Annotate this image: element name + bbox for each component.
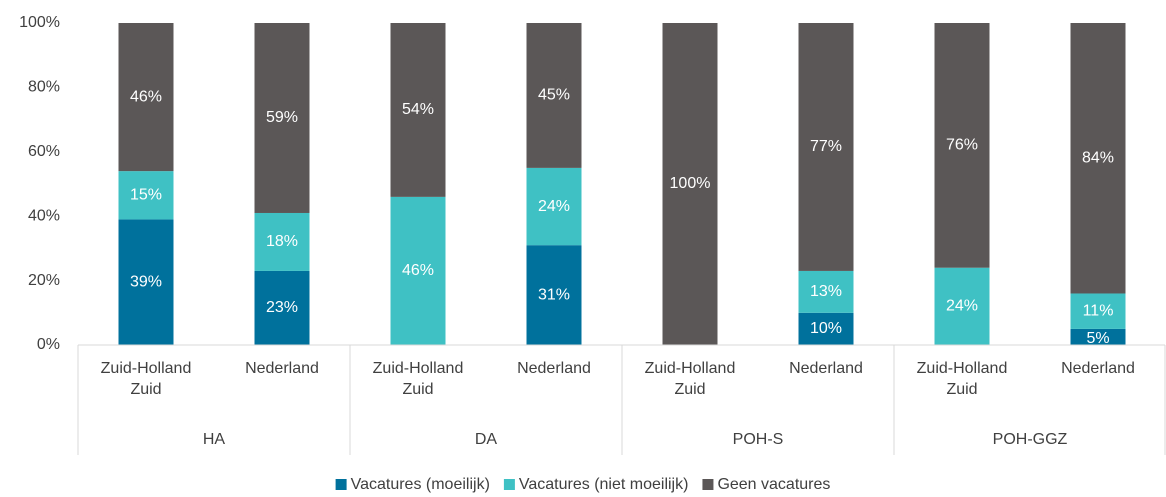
bar-segment (662, 23, 718, 345)
bar-segment (526, 245, 582, 345)
y-tick-label: 40% (28, 207, 60, 224)
data-label: 24% (538, 198, 570, 215)
data-label: 39% (130, 273, 162, 290)
group-label: HA (203, 431, 226, 448)
legend-swatch (335, 479, 347, 490)
legend-swatch (702, 479, 714, 490)
bar-segment (254, 212, 310, 271)
group-label: POH-S (733, 431, 784, 448)
bar-segment (526, 23, 582, 168)
x-tick-label: Zuid-Holland Zuid (372, 360, 464, 398)
x-tick-label: Nederland (517, 360, 591, 377)
data-label: 10% (810, 320, 842, 337)
x-tick-label-box: Zuid-Holland Zuid (100, 360, 192, 398)
x-tick-label-box: Nederland (1061, 360, 1135, 377)
data-label: 18% (266, 233, 298, 250)
data-label: 84% (1082, 149, 1114, 166)
bar-segment (118, 171, 174, 220)
data-label: 46% (402, 262, 434, 279)
x-tick-label-box: Zuid-Holland Zuid (916, 360, 1008, 398)
data-label: 46% (130, 88, 162, 105)
bar-segment (798, 270, 854, 313)
data-label: 76% (946, 137, 978, 154)
bar-segment (1070, 328, 1126, 345)
bar-segment (798, 23, 854, 271)
x-tick-label: Nederland (789, 360, 863, 377)
legend-swatch (503, 479, 515, 490)
y-tick-label: 100% (19, 14, 60, 31)
bar-segment (118, 219, 174, 345)
bar-segment (1070, 23, 1126, 294)
x-tick-label-box: Zuid-Holland Zuid (644, 360, 736, 398)
data-label: 23% (266, 299, 298, 316)
data-label: 100% (670, 175, 711, 192)
bar-segment (1070, 293, 1126, 329)
bar-segment (390, 23, 446, 197)
x-tick-label: Zuid-Holland Zuid (644, 360, 736, 398)
legend-label: Vacatures (niet moeilijk) (519, 476, 689, 493)
x-tick-label: Nederland (245, 360, 319, 377)
data-label: 15% (130, 186, 162, 203)
data-label: 5% (1086, 330, 1109, 347)
x-tick-label: Nederland (1061, 360, 1135, 377)
data-label: 54% (402, 101, 434, 118)
legend-label: Geen vacatures (717, 476, 830, 493)
bar-segment (798, 312, 854, 345)
bar-segment (118, 23, 174, 172)
data-label: 45% (538, 87, 570, 104)
group-label: POH-GGZ (993, 431, 1068, 448)
data-label: 24% (946, 298, 978, 315)
data-label: 11% (1083, 302, 1114, 319)
x-tick-label: Zuid-Holland Zuid (916, 360, 1008, 398)
data-label: 59% (266, 109, 298, 126)
x-tick-label-box: Nederland (245, 360, 319, 377)
y-tick-label: 80% (28, 79, 60, 96)
bar-segment (934, 267, 990, 345)
bar-segment (526, 167, 582, 246)
data-label: 13% (810, 283, 842, 300)
bar-segment (254, 23, 310, 213)
bar-segment (390, 196, 446, 345)
x-tick-label-box: Nederland (789, 360, 863, 377)
bar-segment (934, 23, 990, 268)
data-label: 77% (810, 138, 842, 155)
y-tick-label: 0% (37, 336, 60, 353)
x-tick-label-box: Zuid-Holland Zuid (372, 360, 464, 398)
y-tick-label: 60% (28, 143, 60, 160)
x-tick-label: Zuid-Holland Zuid (100, 360, 192, 398)
data-label: 31% (538, 286, 570, 303)
bar-segment (254, 270, 310, 345)
legend-label: Vacatures (moeilijk) (351, 476, 490, 493)
y-tick-label: 20% (28, 272, 60, 289)
x-tick-label-box: Nederland (517, 360, 591, 377)
group-label: DA (475, 431, 498, 448)
